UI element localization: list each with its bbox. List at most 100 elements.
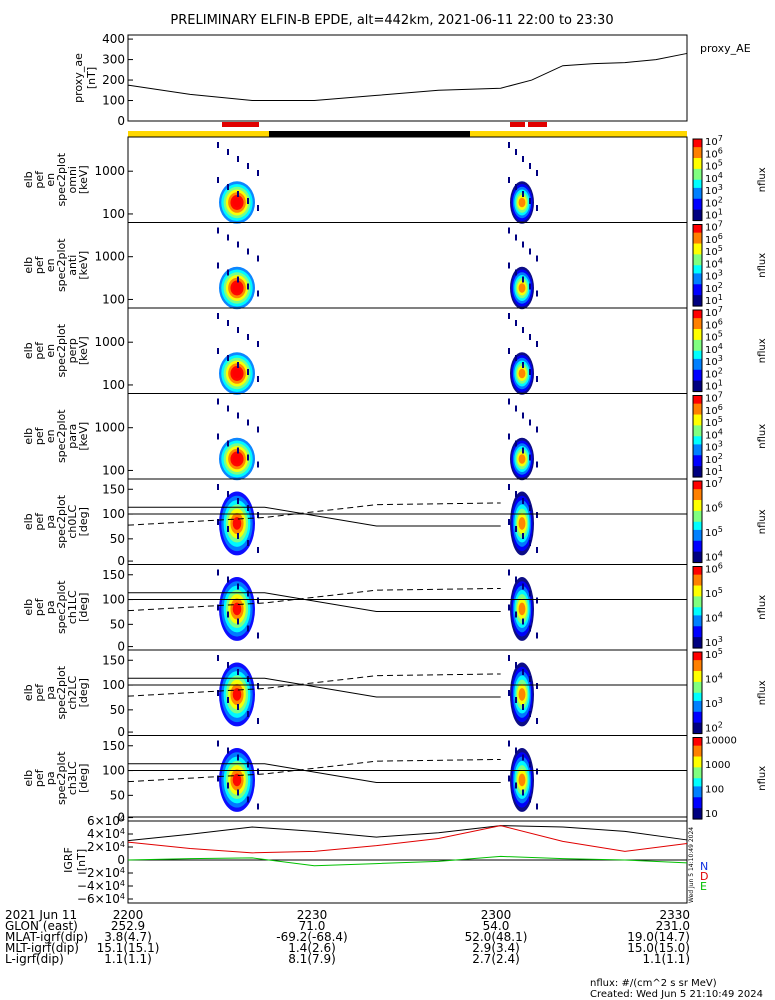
spectrogram-speckle — [227, 355, 229, 361]
colorbar-bin — [693, 491, 702, 496]
igrf-legend-e: E — [700, 880, 707, 893]
colorbar-bin — [693, 367, 702, 371]
colorbar-bin — [693, 673, 702, 678]
colorbar-bin — [693, 780, 702, 785]
spectrogram-speckle — [522, 789, 524, 796]
colorbar-bin — [693, 668, 702, 672]
colorbar-tick-label: 105 — [705, 586, 723, 600]
spectrogram-speckle — [522, 618, 524, 625]
footer-row-value: 52.0(48.1) — [465, 930, 528, 944]
spectrogram-ylabel-line: elb — [22, 770, 35, 787]
spectrogram-burst — [217, 227, 259, 310]
colorbar-bin — [693, 155, 702, 159]
spectrogram-speckle — [529, 198, 531, 204]
colorbar-bin — [693, 717, 702, 721]
colorbar-bin — [693, 428, 702, 432]
spectrogram-ylabel-line: elb — [22, 428, 35, 445]
spectrogram-speckle — [247, 198, 249, 204]
colorbar-bin — [693, 737, 702, 741]
spectrogram-ylabel-line: ch0LC — [66, 505, 79, 539]
colorbar-bin — [693, 706, 702, 710]
colorbar-frame — [692, 309, 703, 392]
colorbar-frame — [692, 480, 703, 563]
spectrogram-speckle — [515, 576, 517, 583]
spectrogram-speckle — [536, 597, 538, 604]
igrf-d-line — [127, 825, 688, 854]
footer-row-value: 2330 — [659, 908, 690, 922]
colorbar-bin — [693, 168, 702, 173]
spectrogram-speckle — [515, 526, 517, 532]
spectrogram-speckle — [522, 704, 524, 710]
colorbar-bin — [693, 676, 702, 680]
colorbar-bin — [693, 398, 702, 402]
colorbar-bin — [693, 690, 702, 694]
colorbar-bin — [693, 232, 702, 236]
colorbar-bin — [693, 430, 702, 435]
spectrogram-ylabel-line: spec2plot — [55, 494, 68, 548]
spectrogram-speckle — [217, 398, 219, 405]
spectrogram-speckle — [227, 662, 229, 668]
colorbar-bin — [693, 185, 702, 189]
colorbar-bin — [693, 444, 702, 448]
anti-loss-cone-line — [127, 502, 501, 526]
colorbar-bin — [693, 259, 702, 264]
spectrogram-speckle — [536, 461, 538, 468]
spectrogram-speckle — [217, 262, 219, 269]
colorbar-bin — [693, 642, 702, 646]
colorbar-bin — [693, 698, 702, 702]
spectrogram-ytick-label: 100 — [102, 463, 125, 477]
spectrogram-speckle — [257, 632, 259, 639]
colorbar-bin — [693, 654, 702, 659]
spectrogram-speckle — [217, 227, 219, 234]
colorbar-bin — [693, 510, 702, 515]
spectrogram-burst — [508, 142, 538, 224]
colorbar-bin — [693, 692, 702, 697]
spectrogram-speckle — [529, 711, 531, 717]
spectrogram-burst-contour — [232, 454, 242, 464]
colorbar-bin — [693, 799, 702, 804]
spectrogram-ytick-label: 100 — [102, 378, 125, 392]
spectrogram-ylabel-line: elb — [22, 599, 35, 616]
spectrogram-speckle — [515, 269, 517, 276]
colorbar-bin — [693, 791, 702, 796]
spectrogram-speckle — [536, 683, 538, 689]
colorbar-bin — [693, 521, 702, 526]
spectrogram-ylabel-line: spec2plot — [55, 238, 68, 292]
spectrogram-burst — [508, 740, 538, 812]
igrf-ytick-label: −6×104 — [77, 892, 125, 906]
colorbar-bin — [693, 339, 702, 344]
igrf-lines — [127, 825, 688, 867]
spectrogram-ytick-label: 0 — [117, 554, 125, 568]
colorbar-bin — [693, 599, 702, 603]
colorbar-bin — [693, 532, 702, 536]
spectrogram-speckle — [257, 512, 259, 518]
spectrogram-panel: 1000100elbpefenspec2plotomni[keV]1071061… — [22, 134, 768, 224]
colorbar-bin — [693, 756, 702, 760]
spectrogram-ylabel-line: pef — [33, 512, 46, 531]
colorbar-bin — [693, 607, 702, 611]
colorbar-bin — [693, 764, 702, 768]
footer-row-value: 2300 — [481, 908, 512, 922]
colorbar-bin — [693, 270, 702, 274]
colorbar-bin — [693, 626, 702, 630]
spectrogram-speckle — [515, 491, 517, 497]
colorbar-label: nflux — [757, 766, 768, 791]
colorbar-bin — [693, 310, 702, 314]
colorbar-bin — [693, 251, 702, 255]
colorbar-bin — [693, 422, 702, 426]
colorbar-bin — [693, 681, 702, 686]
spectrogram-burst-contour — [518, 454, 526, 464]
colorbar-bin — [693, 637, 702, 641]
spectrogram-speckle — [217, 142, 219, 148]
spectrogram-speckle — [217, 313, 219, 319]
colorbar-bin — [693, 377, 702, 382]
science-zone-marker-3 — [528, 122, 547, 127]
spectrogram-speckle — [257, 461, 259, 468]
spectrogram-ylabel-line: en — [44, 344, 57, 358]
spectrogram-ylabel-line: pa — [44, 515, 57, 529]
spectrogram-burst-contour — [518, 602, 526, 616]
colorbar-bin — [693, 657, 702, 661]
